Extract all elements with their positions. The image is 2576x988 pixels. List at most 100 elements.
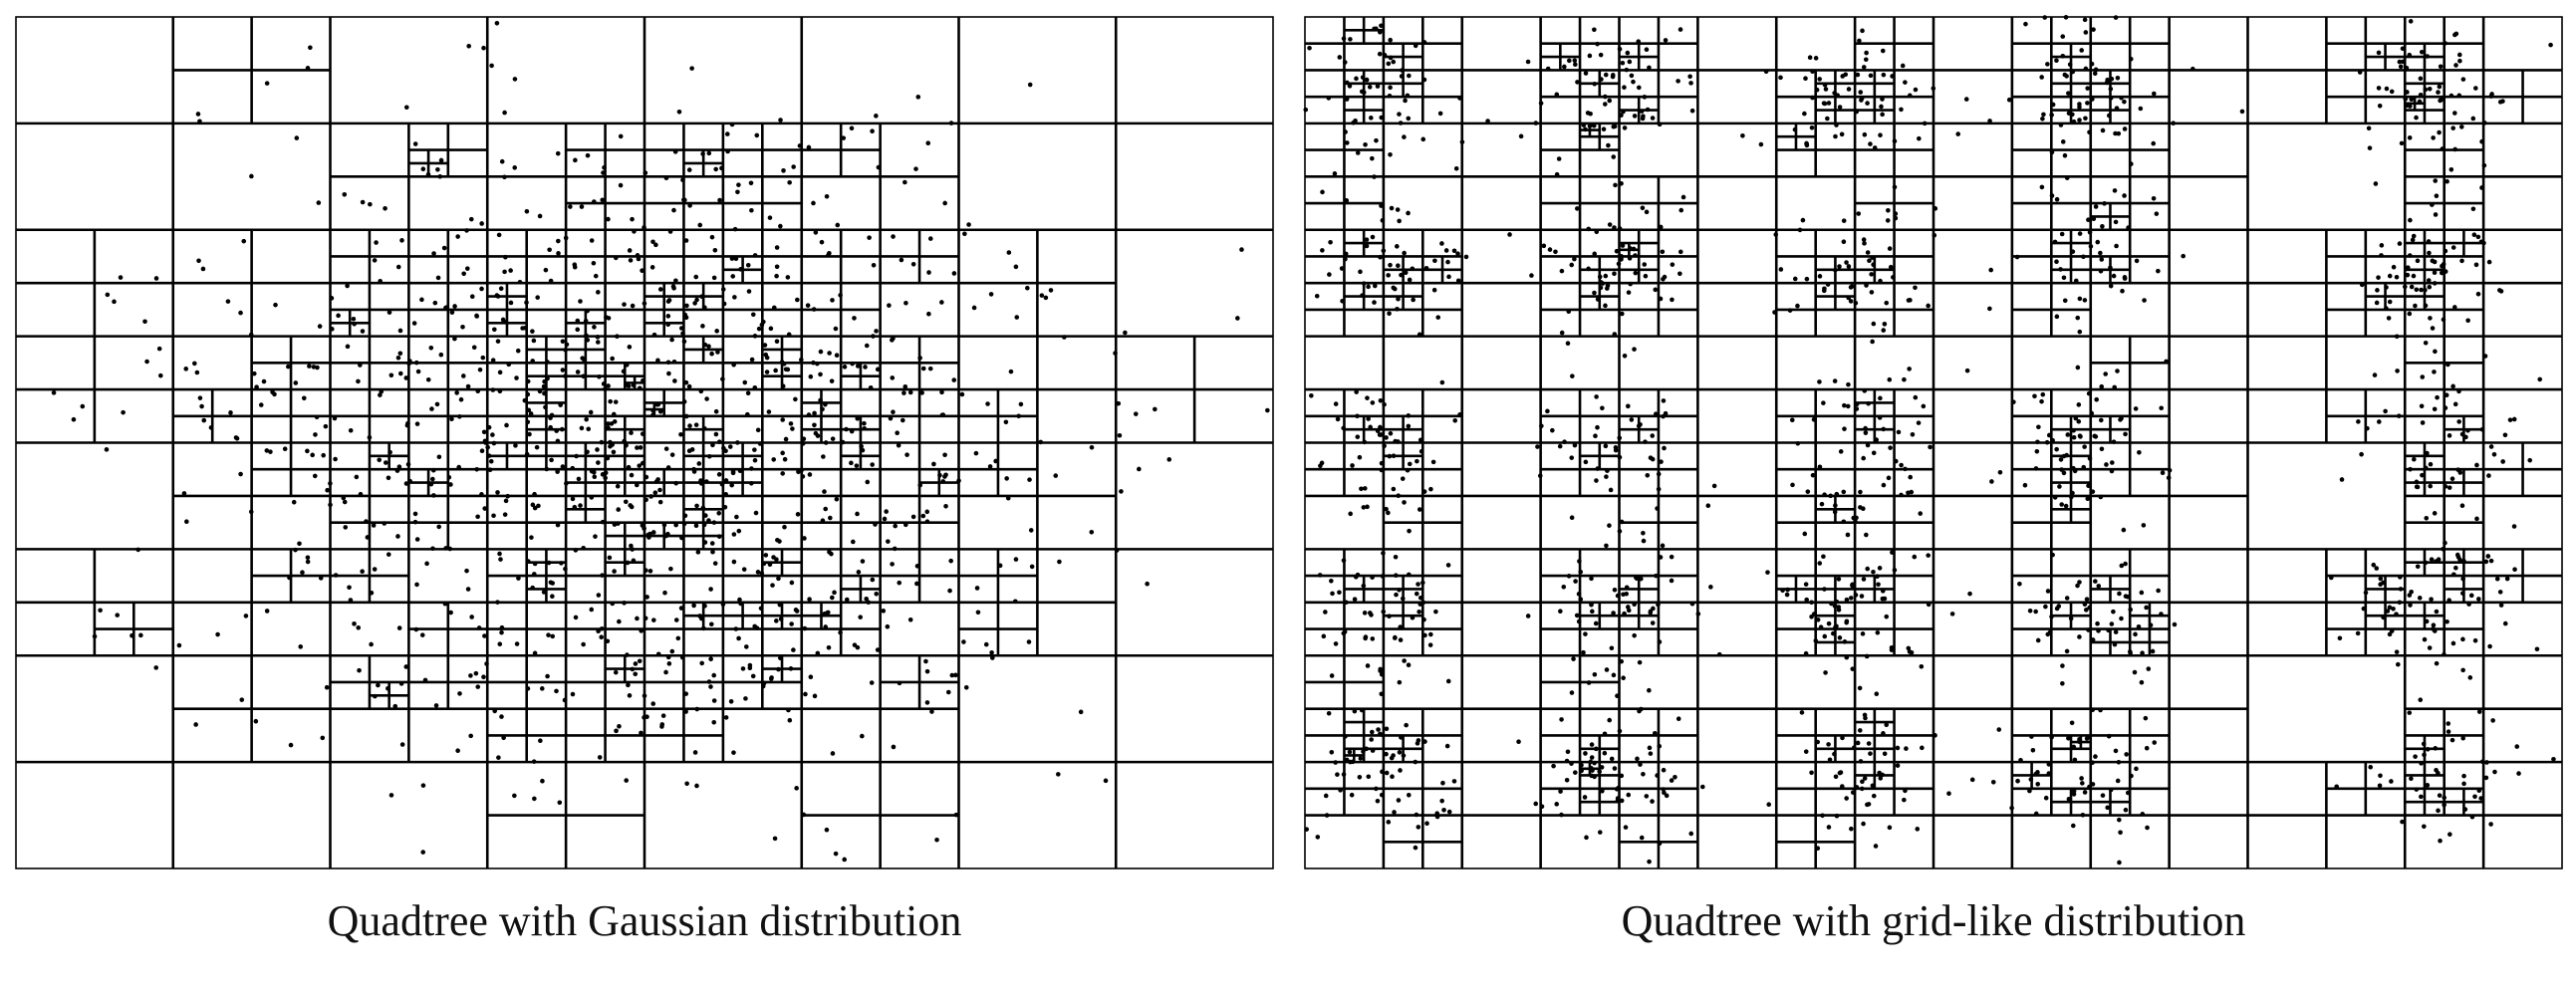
data-point [368,201,373,207]
data-point [2456,52,2462,58]
data-point [1644,209,1650,215]
data-point [2083,30,2089,35]
data-point [2059,231,2065,237]
data-point [874,329,879,334]
data-point [2134,766,2139,772]
data-point [789,580,795,586]
data-point [1833,503,1838,508]
data-point [1834,491,1840,497]
data-point [949,672,955,678]
data-point [655,651,661,657]
data-point [1817,561,1823,566]
data-point [1871,569,1876,575]
data-point [761,680,767,686]
data-point [394,468,400,473]
grid-like-caption: Quadtree with grid-like distribution [1621,896,2246,945]
data-point [736,635,741,641]
data-point [706,518,711,523]
data-point [897,680,902,686]
data-point [2050,552,2055,558]
data-point [546,632,551,637]
data-point [2049,193,2055,198]
data-point [1013,557,1019,562]
data-point [1602,731,1608,737]
data-point [196,258,201,264]
data-point [1893,215,1899,221]
data-point [411,321,417,326]
data-point [294,135,300,140]
data-point [183,367,189,371]
data-point [963,684,969,690]
data-point [1516,739,1521,745]
data-point [749,480,754,486]
data-point [1797,227,1803,233]
data-point [2394,334,2400,340]
data-point [1418,448,1424,454]
data-point [2049,113,2054,118]
data-point [176,642,182,648]
data-point [899,257,904,263]
data-point [708,621,714,627]
data-point [564,481,569,486]
data-point [756,326,762,332]
data-point [469,294,475,300]
data-point [495,490,500,495]
data-point [1809,615,1814,619]
data-point [1656,486,1662,492]
data-point [1862,131,1868,137]
data-point [489,63,494,69]
data-point [248,332,254,338]
data-point [1435,315,1441,320]
data-point [535,295,540,300]
data-point [669,337,674,343]
data-point [2419,49,2425,55]
data-point [812,410,817,416]
data-point [1343,129,1348,134]
data-point [2181,253,2186,259]
data-point [392,703,398,709]
data-point [1370,729,1375,735]
data-point [1875,629,1881,635]
data-point [532,650,538,656]
data-point [1377,432,1383,437]
data-point [1335,416,1341,422]
data-point [702,540,708,545]
data-point [1358,756,1364,761]
data-point [1417,609,1421,615]
data-point [2415,258,2421,264]
data-point [2447,832,2452,838]
data-point [596,290,601,295]
data-point [1550,427,1555,433]
data-point [2432,406,2438,412]
data-point [709,234,715,240]
data-point [795,512,801,517]
data-point [2108,787,2114,793]
data-point [1878,776,1884,781]
data-point [1871,321,1877,327]
data-point [554,428,559,433]
data-point [2108,96,2114,101]
data-point [1388,152,1393,157]
data-point [1039,293,1045,298]
data-point [1918,511,1924,516]
data-point [1547,247,1553,252]
data-point [1578,569,1584,575]
data-point [2475,291,2481,297]
data-point [786,332,792,338]
data-point [2418,76,2424,82]
data-point [630,547,635,552]
data-point [939,412,945,418]
data-point [2460,636,2465,642]
data-point [477,367,483,372]
data-point [555,150,561,156]
data-point [829,378,835,383]
data-point [2087,784,2092,790]
data-point [754,625,760,630]
data-point [1407,277,1413,283]
data-point [2061,275,2067,281]
data-point [490,387,496,392]
data-point [745,262,751,268]
data-point [2108,283,2114,289]
data-point [2400,46,2406,52]
data-point [735,189,740,195]
